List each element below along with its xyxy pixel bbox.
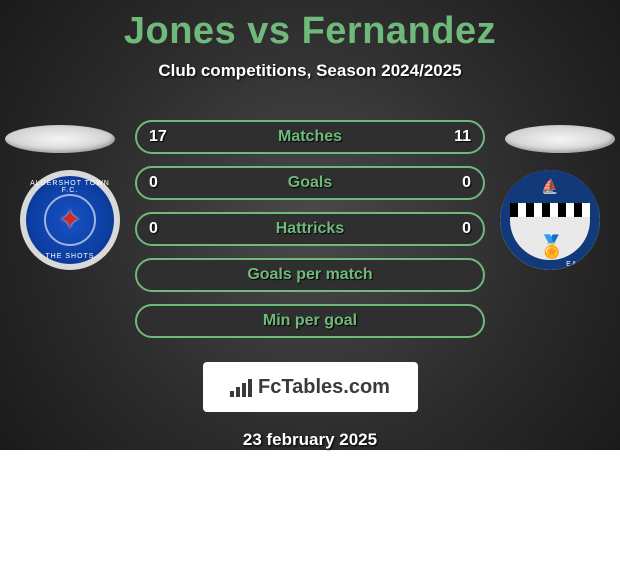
club-badge-left: ALDERSHOT TOWN F.C. ✦ · THE SHOTS ·	[20, 170, 120, 270]
stats-list: 17 Matches 11 0 Goals 0 0 Hattricks 0 Go…	[135, 120, 485, 350]
player-left-avatar	[5, 125, 115, 153]
page-title: Jones vs Fernandez	[0, 0, 620, 53]
stat-row-gpm: Goals per match	[135, 258, 485, 292]
stat-label: Min per goal	[263, 312, 357, 330]
stat-row-hattricks: 0 Hattricks 0	[135, 212, 485, 246]
footer-area: FcTables.com 23 february 2025	[0, 350, 620, 450]
stat-right-value: 11	[454, 128, 471, 146]
subtitle: Club competitions, Season 2024/2025	[0, 61, 620, 81]
stat-left-value: 0	[149, 220, 158, 238]
stat-row-matches: 17 Matches 11	[135, 120, 485, 154]
stat-left-value: 17	[149, 128, 167, 146]
site-name: FcTables.com	[258, 376, 390, 399]
stat-label: Hattricks	[276, 220, 344, 238]
club-badge-right: ⛵ 🏅 EASTLEIGH F.C.	[500, 170, 600, 270]
stat-label: Matches	[278, 128, 342, 146]
stat-left-value: 0	[149, 174, 158, 192]
phoenix-crest-icon: ALDERSHOT TOWN F.C. ✦ · THE SHOTS ·	[20, 170, 120, 270]
stat-row-mpg: Min per goal	[135, 304, 485, 338]
barchart-icon	[230, 377, 252, 397]
stat-row-goals: 0 Goals 0	[135, 166, 485, 200]
stat-right-value: 0	[462, 220, 471, 238]
stat-right-value: 0	[462, 174, 471, 192]
comparison-card: Jones vs Fernandez Club competitions, Se…	[0, 0, 620, 450]
player-right-avatar	[505, 125, 615, 153]
ship-crest-icon: ⛵ 🏅 EASTLEIGH F.C.	[500, 170, 600, 270]
site-logo[interactable]: FcTables.com	[203, 362, 418, 412]
stat-label: Goals per match	[247, 266, 372, 284]
date-label: 23 february 2025	[0, 430, 620, 450]
stat-label: Goals	[288, 174, 332, 192]
